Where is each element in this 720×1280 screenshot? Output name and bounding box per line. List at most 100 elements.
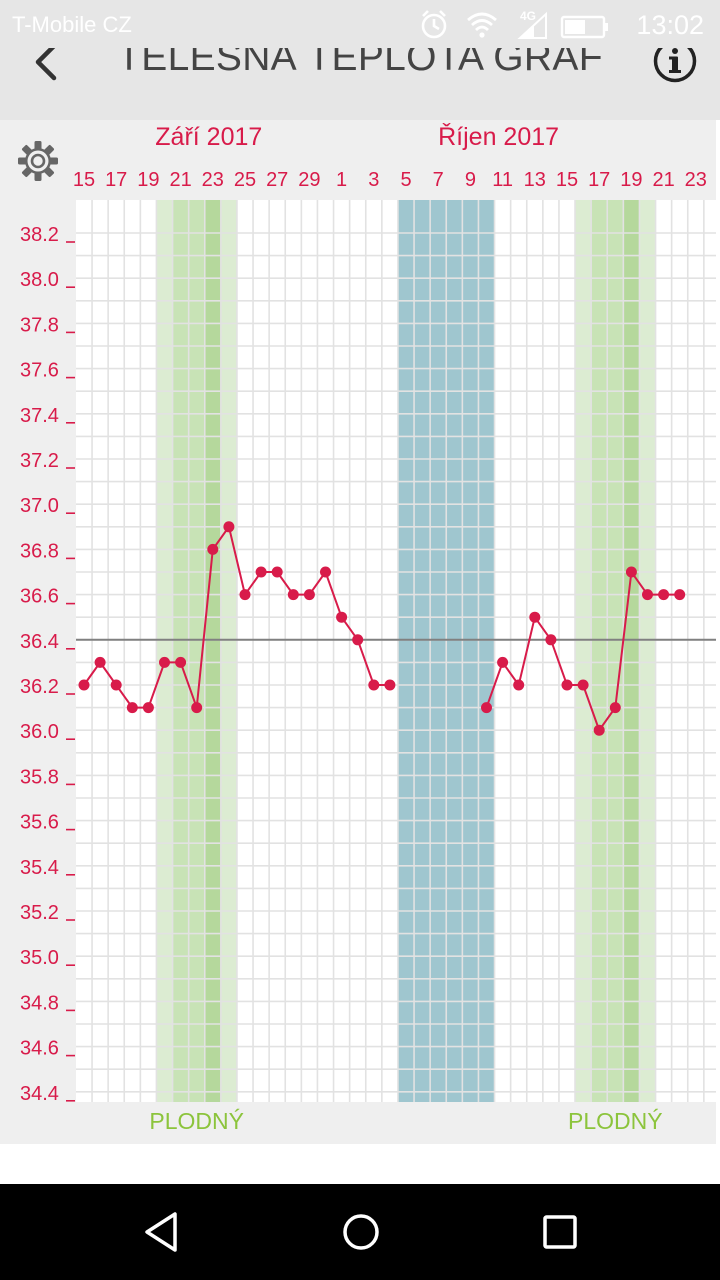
temperature-point: [658, 589, 670, 601]
circle-home-icon: [343, 1214, 379, 1250]
temperature-point: [609, 702, 621, 714]
y-tick-label: 37.0: [20, 495, 59, 517]
x-tick-label: 23: [202, 169, 224, 191]
temperature-point: [561, 679, 573, 691]
signal-icon: [517, 11, 547, 39]
nav-recents-button[interactable]: [534, 1206, 586, 1258]
back-button[interactable]: [22, 38, 74, 86]
x-tick-label: 17: [588, 169, 610, 191]
y-tick-label: 34.8: [20, 992, 59, 1014]
fertile-band-2: [639, 200, 656, 1102]
temperature-point: [352, 634, 364, 646]
fertile-label: PLODNÝ: [149, 1108, 244, 1134]
chevron-left-icon: [35, 43, 57, 81]
temperature-point: [593, 724, 605, 736]
status-icons: 4G: [421, 9, 608, 39]
gear-icon: [18, 141, 58, 181]
square-recents-icon: [543, 1215, 577, 1249]
wifi-icon: [467, 12, 497, 38]
temperature-point: [642, 589, 653, 601]
temperature-point: [577, 679, 589, 691]
temperature-point: [223, 521, 235, 533]
fertile-band-1: [220, 200, 237, 1102]
nav-back-button[interactable]: [137, 1206, 189, 1258]
y-tick-label: 35.0: [20, 947, 59, 969]
battery-icon: [560, 15, 608, 39]
x-tick-label: 7: [433, 169, 444, 191]
fertile-band-2: [607, 200, 624, 1102]
fertile-band-2: [575, 200, 592, 1102]
x-tick-label: 21: [652, 169, 674, 191]
x-tick-label: 27: [266, 169, 288, 191]
temperature-point: [78, 679, 90, 691]
fertile-band-1: [156, 200, 173, 1102]
y-tick-label: 35.4: [20, 857, 59, 879]
temperature-point: [159, 656, 170, 668]
x-tick-label: 23: [685, 169, 707, 191]
temperature-chart[interactable]: 38.2 38.0 37.8 37.6 37.4 37.2 37.0 36.8 36.6 36.4…: [0, 120, 716, 1144]
settings-button[interactable]: [16, 139, 60, 183]
fertile-band-1: [188, 200, 205, 1102]
y-tick-label: 37.2: [20, 450, 59, 472]
y-tick-label: 38.2: [20, 224, 59, 246]
x-tick-label: 9: [465, 169, 476, 191]
y-tick-label: 35.8: [20, 766, 59, 788]
temperature-point: [239, 589, 251, 601]
temperature-point: [110, 679, 122, 691]
triangle-back-icon: [145, 1212, 177, 1252]
temperature-point: [126, 702, 138, 714]
fertile-label: PLODNÝ: [568, 1108, 663, 1134]
y-tick-label: 37.8: [20, 314, 59, 336]
temperature-point: [336, 611, 348, 623]
temperature-point: [384, 679, 396, 691]
y-tick-label: 37.4: [20, 405, 59, 427]
x-tick-label: 21: [169, 169, 191, 191]
temperature-point: [513, 679, 525, 691]
x-tick-label: 25: [234, 169, 256, 191]
x-tick-label: 11: [492, 169, 513, 191]
system-nav-bar: [0, 1184, 720, 1280]
x-tick-label: 15: [556, 169, 578, 191]
y-tick-label: 34.6: [20, 1038, 59, 1060]
y-tick-label: 36.0: [20, 721, 59, 743]
y-tick-label: 36.4: [20, 631, 59, 653]
temperature-point: [191, 702, 203, 714]
temperature-point: [545, 634, 557, 646]
temperature-point: [368, 679, 380, 691]
carrier-name: T-Mobile CZ: [12, 12, 132, 37]
y-tick-label: 34.4: [20, 1083, 59, 1105]
temperature-point: [271, 566, 283, 578]
y-tick-label: 37.6: [20, 360, 59, 382]
temperature-point: [529, 611, 541, 623]
x-tick-label: 17: [105, 169, 127, 191]
temperature-point: [175, 656, 187, 668]
fertile-band-2: [623, 200, 640, 1102]
status-bar: T-Mobile CZ 4G 13:02: [0, 0, 720, 48]
y-tick-label: 35.2: [20, 902, 59, 924]
temperature-point: [142, 702, 154, 714]
temperature-point: [255, 566, 267, 578]
temperature-point: [497, 656, 509, 668]
temperature-point: [481, 702, 492, 714]
temperature-point: [320, 566, 331, 578]
x-tick-label: 5: [400, 169, 411, 191]
temperature-point: [625, 566, 637, 578]
clock: 13:02: [636, 10, 704, 40]
fertile-band-1: [204, 200, 221, 1102]
x-tick-label: 29: [298, 169, 320, 191]
month-label: Září 2017: [155, 123, 262, 151]
alarm-icon: [421, 10, 447, 39]
y-tick-label: 36.2: [20, 676, 59, 698]
y-tick-label: 38.0: [20, 269, 59, 291]
temperature-point: [287, 589, 299, 601]
x-tick-label: 15: [73, 169, 95, 191]
x-tick-label: 3: [368, 169, 379, 191]
temperature-point: [207, 543, 219, 555]
nav-home-button[interactable]: [335, 1206, 387, 1258]
month-label: Říjen 2017: [438, 122, 559, 151]
x-tick-label: 1: [336, 169, 347, 191]
fertile-band-2: [591, 200, 608, 1102]
temperature-point: [674, 589, 686, 601]
y-tick-label: 36.6: [20, 586, 59, 608]
network-type: 4G: [520, 9, 536, 23]
